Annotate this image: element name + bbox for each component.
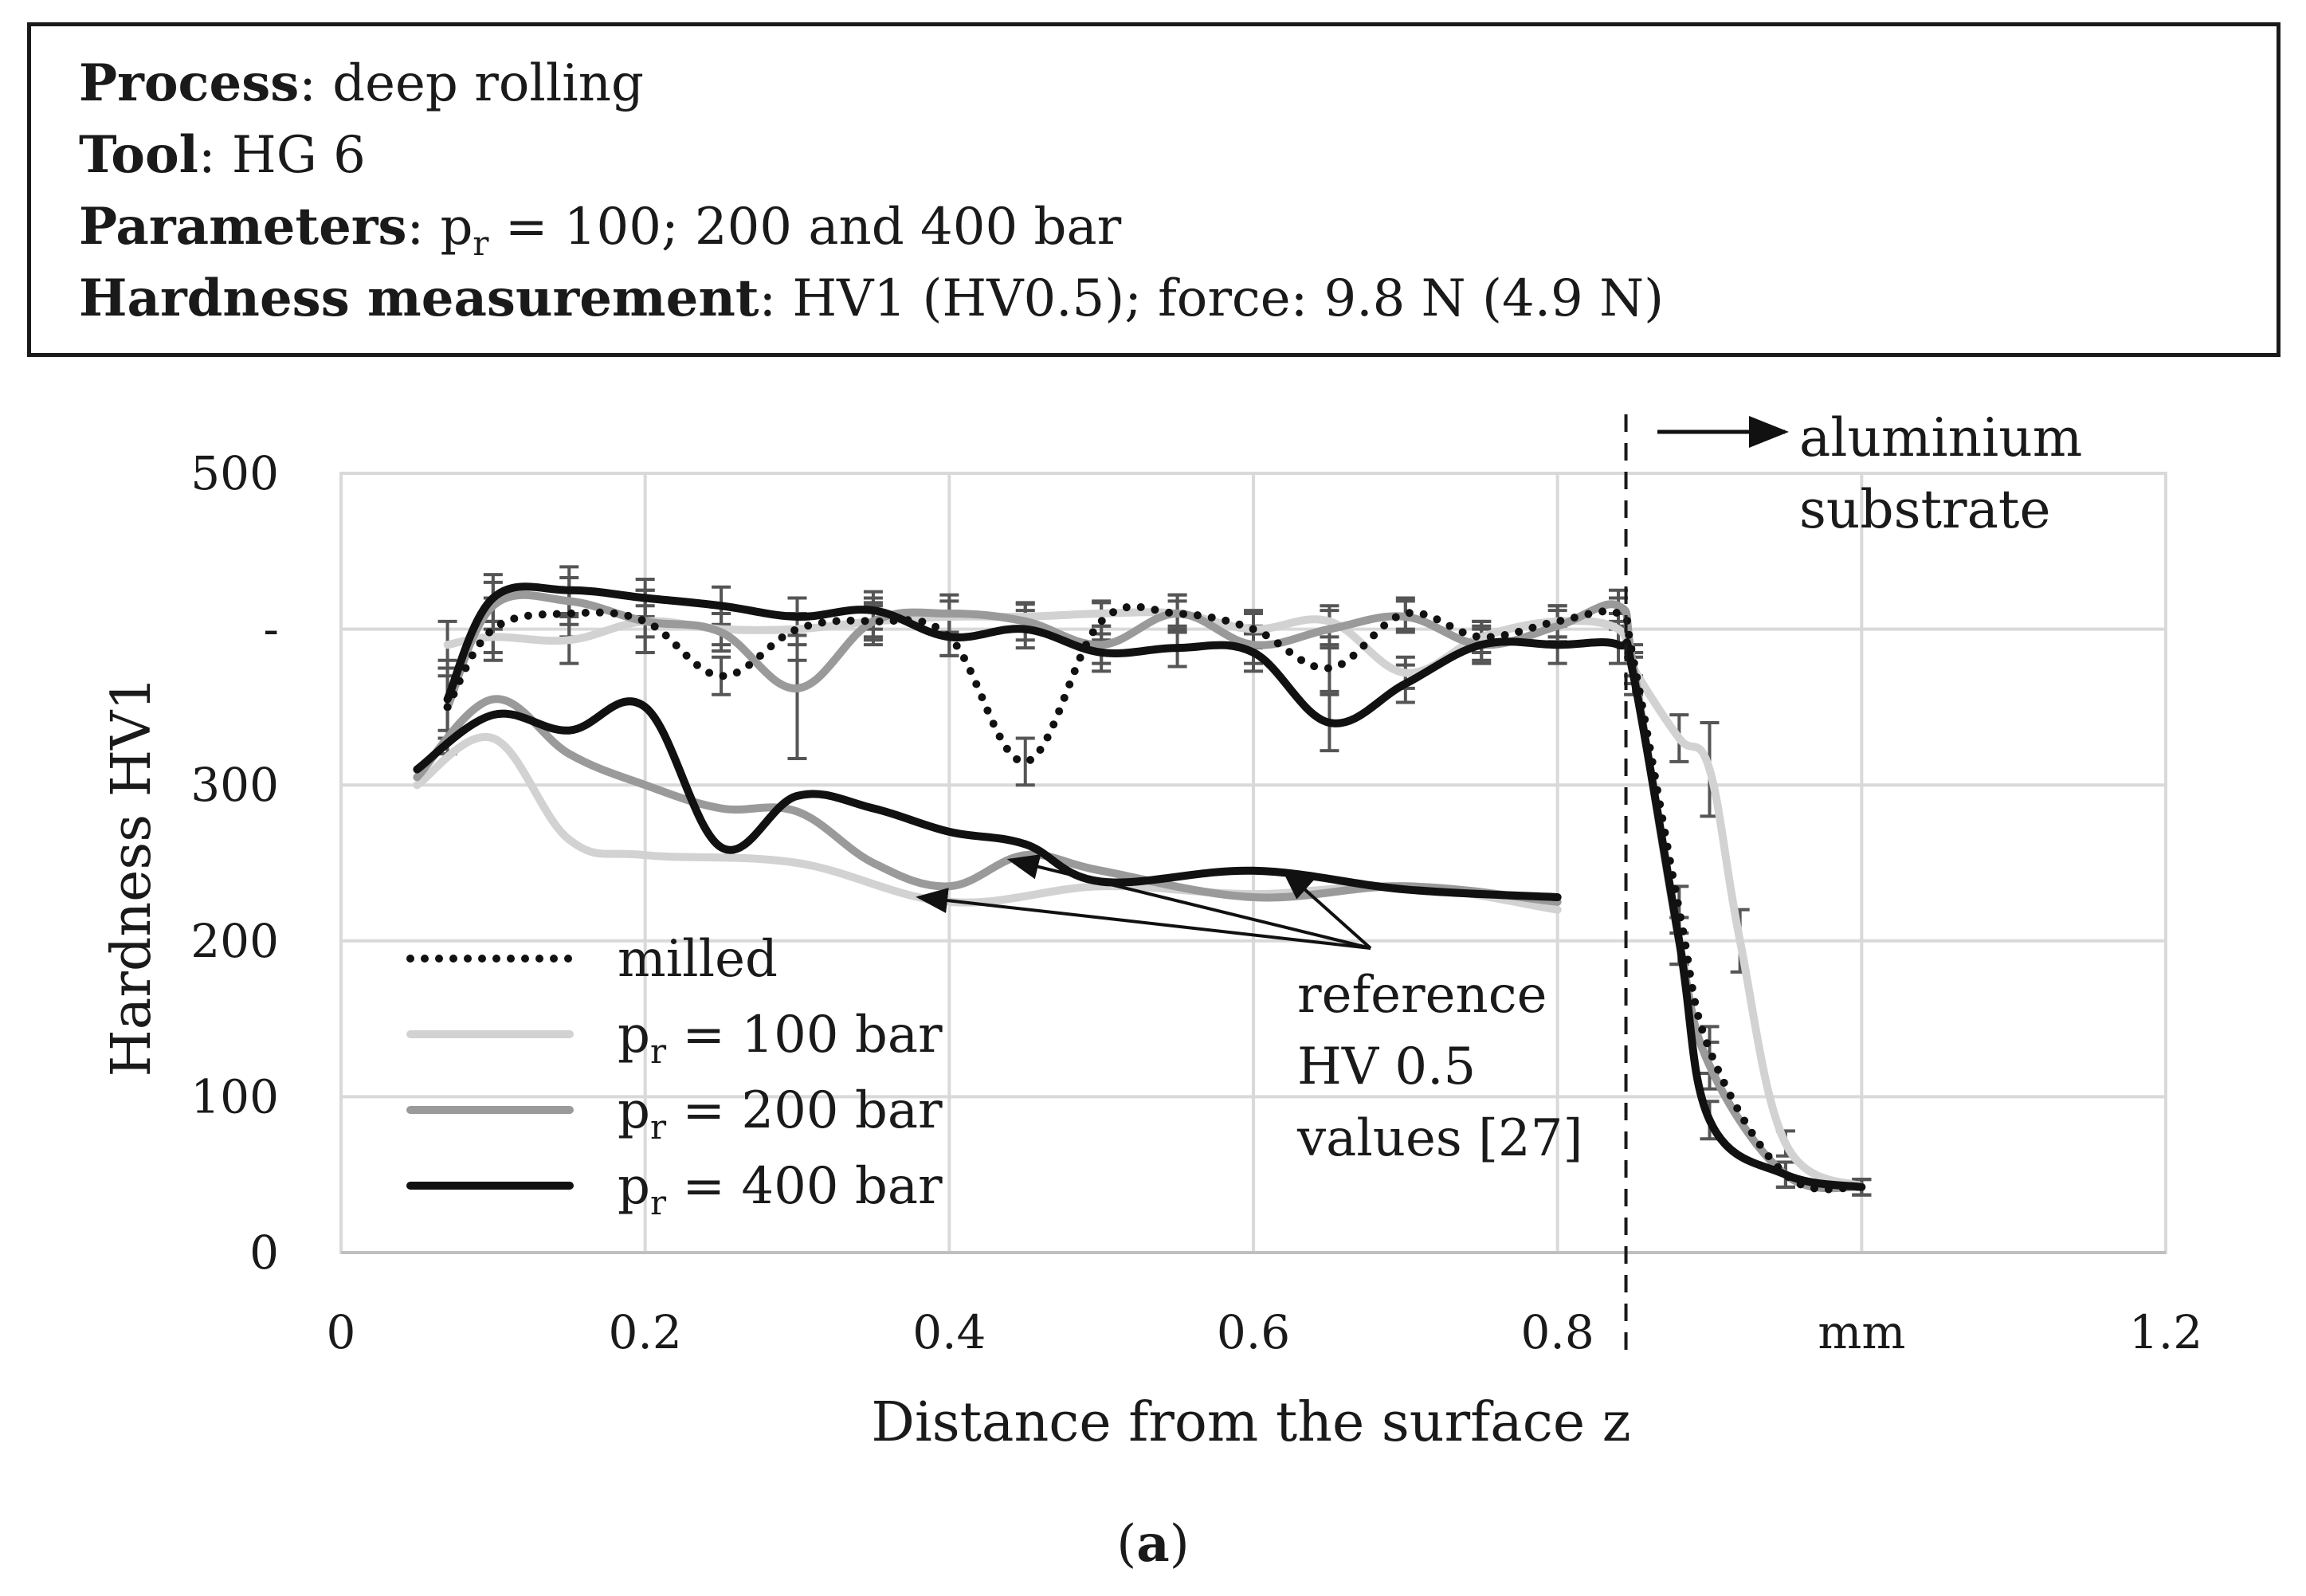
legend-label-p200: pr = 200 bar xyxy=(618,1081,943,1147)
legend-label-p: p xyxy=(618,1081,650,1140)
caption-letter: a xyxy=(1136,1514,1170,1574)
parameters-p: : p xyxy=(406,198,473,257)
process-label: Process xyxy=(79,53,300,113)
reference-arrow xyxy=(1281,869,1372,950)
legend-label-p: p xyxy=(618,1006,650,1065)
x-tick-label: 0.6 xyxy=(1217,1305,1290,1359)
caption-close: ) xyxy=(1169,1515,1190,1574)
reference-series-line-p400 xyxy=(413,697,1562,901)
hardness-label: Hardness measurement xyxy=(79,269,759,328)
parameters-label: Parameters xyxy=(79,197,407,257)
error-bar xyxy=(1015,736,1035,787)
legend-label-sub: r xyxy=(650,1108,667,1147)
legend-label-milled: milled xyxy=(618,930,778,989)
info-hardness: Hardness measurement: HV1 (HV0.5); force… xyxy=(79,273,1664,325)
y-tick-label: - xyxy=(263,602,279,657)
tool-label: Tool xyxy=(79,125,198,185)
info-process: Process: deep rolling xyxy=(79,58,644,110)
reference-arrow xyxy=(916,888,1371,950)
series xyxy=(413,565,1872,1197)
reference-arrow xyxy=(1006,854,1371,950)
legend-label-p400: pr = 400 bar xyxy=(618,1157,943,1222)
x-tick-label: 0.8 xyxy=(1521,1305,1594,1359)
x-axis-label: Distance from the surface z xyxy=(871,1391,1630,1454)
annotations: aluminium substrate reference HV 0.5 values … xyxy=(916,407,2082,1355)
info-tool: Tool: HG 6 xyxy=(79,130,366,182)
series-line-milled xyxy=(443,602,1866,1194)
x-tick-label: 0.4 xyxy=(912,1305,986,1359)
x-tick-label: 0 xyxy=(327,1305,356,1359)
x-tick-label: 1.2 xyxy=(2129,1305,2202,1359)
info-parameters: Parameters: pr = 100; 200 and 400 bar xyxy=(79,202,1121,269)
legend-item-p200: pr = 200 bar xyxy=(406,1081,943,1147)
parameters-rest: = 100; 200 and 400 bar xyxy=(488,198,1122,257)
y-axis-label: Hardness HV1 xyxy=(100,676,163,1077)
figure-caption: (a) xyxy=(0,1514,2306,1574)
series-line-p100 xyxy=(443,608,1866,1191)
y-tick-label: 500 xyxy=(190,446,279,500)
tool-value: : HG 6 xyxy=(198,126,366,185)
legend-label-rest: = 400 bar xyxy=(666,1157,943,1216)
series-line-p400 xyxy=(443,582,1866,1191)
x-tick-label: mm xyxy=(1818,1305,1905,1359)
legend-label-rest: = 100 bar xyxy=(666,1006,943,1065)
info-box: Process: deep rolling Tool: HG 6 Paramet… xyxy=(27,22,2281,357)
legend-label-p: p xyxy=(618,1157,650,1216)
legend-label-p100: pr = 100 bar xyxy=(618,1006,943,1071)
y-tick-label: 0 xyxy=(249,1225,279,1280)
process-value: : deep rolling xyxy=(299,54,644,113)
parameters-sub: r xyxy=(473,224,489,263)
axes: 0 0.2 0.4 0.6 0.8 mm 1.2 0 100 200 300 - 500 xyxy=(190,446,2202,1359)
boundary-label-1: aluminium xyxy=(1799,407,2082,469)
y-tick-label: 300 xyxy=(190,758,279,812)
x-tick-label: 0.2 xyxy=(609,1305,682,1359)
reference-label-2: HV 0.5 xyxy=(1297,1037,1476,1096)
caption-open: ( xyxy=(1116,1515,1137,1574)
reference-label-3: values [27] xyxy=(1296,1109,1582,1168)
legend-item-p400: pr = 400 bar xyxy=(406,1157,943,1222)
legend-label-rest: = 200 bar xyxy=(666,1081,943,1140)
legend-item-p100: pr = 100 bar xyxy=(406,1006,943,1071)
reference-series-line-p200 xyxy=(413,695,1562,906)
legend-item-milled: milled xyxy=(406,930,778,989)
legend-label-sub: r xyxy=(650,1032,667,1071)
y-tick-label: 100 xyxy=(190,1069,279,1123)
legend-label-sub: r xyxy=(650,1183,667,1222)
reference-label-1: reference xyxy=(1297,966,1547,1025)
boundary-label-2: substrate xyxy=(1799,479,2051,540)
hardness-value: : HV1 (HV0.5); force: 9.8 N (4.9 N) xyxy=(759,269,1665,328)
y-tick-label: 200 xyxy=(190,914,279,968)
